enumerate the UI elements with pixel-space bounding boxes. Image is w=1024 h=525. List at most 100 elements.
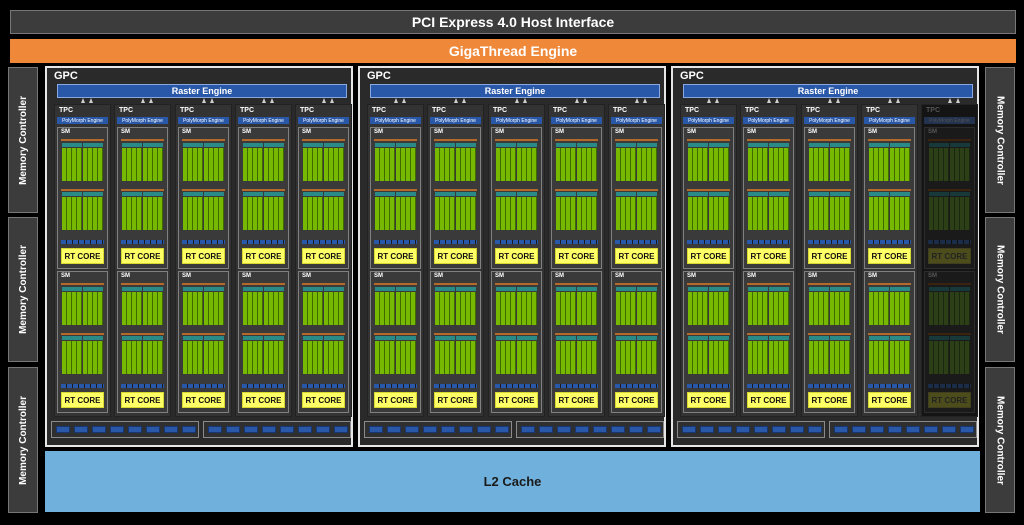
sm-label: SM bbox=[868, 129, 877, 135]
sm-divider bbox=[928, 139, 971, 141]
cache-block bbox=[164, 426, 178, 433]
warp-scheduler bbox=[264, 287, 284, 291]
warp-scheduler bbox=[616, 287, 636, 291]
cache-block bbox=[611, 426, 625, 433]
cuda-core-block bbox=[688, 292, 708, 325]
warp-scheduler bbox=[62, 143, 82, 147]
arrow-up-icon bbox=[707, 98, 711, 103]
sm-divider bbox=[434, 139, 477, 141]
rt-core: RT CORE bbox=[302, 392, 345, 408]
rt-core: RT CORE bbox=[61, 248, 104, 264]
arrow-up-icon bbox=[210, 98, 214, 103]
sm: SM RT CORE bbox=[117, 127, 168, 269]
cuda-core-block bbox=[809, 197, 829, 230]
sm: SM RT CORE bbox=[551, 127, 602, 269]
rt-core: RT CORE bbox=[182, 248, 225, 264]
warp-scheduler bbox=[577, 287, 597, 291]
cuda-core-block bbox=[869, 197, 889, 230]
bidirectional-arrow-icon bbox=[947, 98, 962, 104]
tex-unit-row bbox=[61, 384, 104, 388]
sm-label: SM bbox=[615, 129, 624, 135]
cache-block bbox=[924, 426, 938, 433]
cuda-core-block bbox=[143, 148, 163, 181]
cache-block bbox=[316, 426, 330, 433]
cuda-core-block bbox=[396, 341, 416, 374]
raster-engine: Raster Engine bbox=[683, 84, 973, 98]
tpc-label: TPC bbox=[926, 107, 940, 114]
cache-block bbox=[870, 426, 884, 433]
warp-scheduler bbox=[435, 287, 455, 291]
sm-divider bbox=[687, 189, 730, 191]
cache-block bbox=[942, 426, 956, 433]
warp-scheduler bbox=[929, 336, 949, 340]
cuda-core-block bbox=[435, 148, 455, 181]
warp-scheduler bbox=[748, 287, 768, 291]
cuda-core-block bbox=[577, 341, 597, 374]
warp-scheduler bbox=[324, 143, 344, 147]
warp-scheduler bbox=[396, 336, 416, 340]
warp-scheduler bbox=[496, 143, 516, 147]
sm-divider bbox=[242, 283, 285, 285]
cuda-core-block bbox=[637, 341, 657, 374]
rt-core: RT CORE bbox=[555, 392, 598, 408]
memory-controller: Memory Controller bbox=[985, 67, 1015, 213]
sm-divider bbox=[747, 333, 790, 335]
bidirectional-arrow-icon bbox=[887, 98, 902, 104]
cuda-core-block bbox=[709, 197, 729, 230]
tex-unit-row bbox=[61, 240, 104, 244]
cuda-core-block bbox=[748, 292, 768, 325]
sm: SM RT CORE bbox=[683, 271, 734, 413]
sm-label: SM bbox=[555, 273, 564, 279]
texture-cache-bar bbox=[829, 421, 977, 438]
arrow-up-icon bbox=[828, 98, 832, 103]
cuda-core-block bbox=[62, 197, 82, 230]
sm-label: SM bbox=[61, 273, 70, 279]
sm: SM RT CORE bbox=[178, 127, 229, 269]
cuda-core-block bbox=[769, 197, 789, 230]
tpc-label: TPC bbox=[685, 107, 699, 114]
warp-scheduler bbox=[709, 143, 729, 147]
sm-divider bbox=[302, 283, 345, 285]
warp-scheduler bbox=[929, 143, 949, 147]
tpc-label: TPC bbox=[180, 107, 194, 114]
warp-scheduler bbox=[62, 287, 82, 291]
sm: SM RT CORE bbox=[804, 127, 855, 269]
warp-scheduler bbox=[435, 336, 455, 340]
warp-scheduler bbox=[769, 143, 789, 147]
rt-core: RT CORE bbox=[302, 248, 345, 264]
warp-scheduler bbox=[83, 336, 103, 340]
sm-divider bbox=[555, 333, 598, 335]
arrow-up-icon bbox=[141, 98, 145, 103]
arrow-up-icon bbox=[715, 98, 719, 103]
cuda-core-block bbox=[517, 148, 537, 181]
cuda-core-block bbox=[143, 341, 163, 374]
arrow-up-icon bbox=[575, 98, 579, 103]
cuda-core-block bbox=[577, 292, 597, 325]
sm-label: SM bbox=[555, 129, 564, 135]
sm-divider bbox=[615, 189, 658, 191]
cuda-core-block bbox=[243, 197, 263, 230]
warp-scheduler bbox=[709, 336, 729, 340]
gpc: GPC Raster Engine TPC PolyMorph Engine SM RT … bbox=[45, 66, 353, 447]
arrow-up-icon bbox=[775, 98, 779, 103]
arrow-up-icon bbox=[515, 98, 519, 103]
cuda-core-block bbox=[456, 292, 476, 325]
sm-divider bbox=[615, 333, 658, 335]
cuda-core-block bbox=[890, 341, 910, 374]
warp-scheduler bbox=[769, 287, 789, 291]
raster-engine: Raster Engine bbox=[370, 84, 660, 98]
arrow-up-icon bbox=[149, 98, 153, 103]
sm-label: SM bbox=[302, 273, 311, 279]
warp-scheduler bbox=[769, 336, 789, 340]
sm-divider bbox=[182, 333, 225, 335]
sm-divider bbox=[434, 189, 477, 191]
cuda-core-block bbox=[517, 292, 537, 325]
sm-label: SM bbox=[687, 129, 696, 135]
warp-scheduler bbox=[517, 336, 537, 340]
warp-scheduler bbox=[183, 336, 203, 340]
warp-scheduler bbox=[890, 192, 910, 196]
sm-label: SM bbox=[687, 273, 696, 279]
cuda-core-block bbox=[950, 292, 970, 325]
cuda-core-block bbox=[748, 341, 768, 374]
warp-scheduler bbox=[709, 192, 729, 196]
